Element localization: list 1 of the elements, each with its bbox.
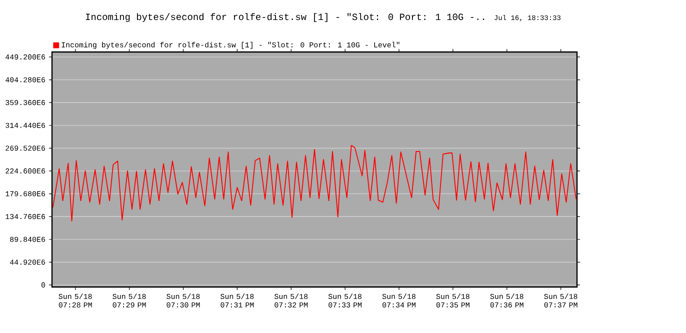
chart-title: Incoming bytes/second for rolfe-dist.sw [1] - "Slot: 0 Port: 1 10G -.. — [86, 13, 484, 22]
